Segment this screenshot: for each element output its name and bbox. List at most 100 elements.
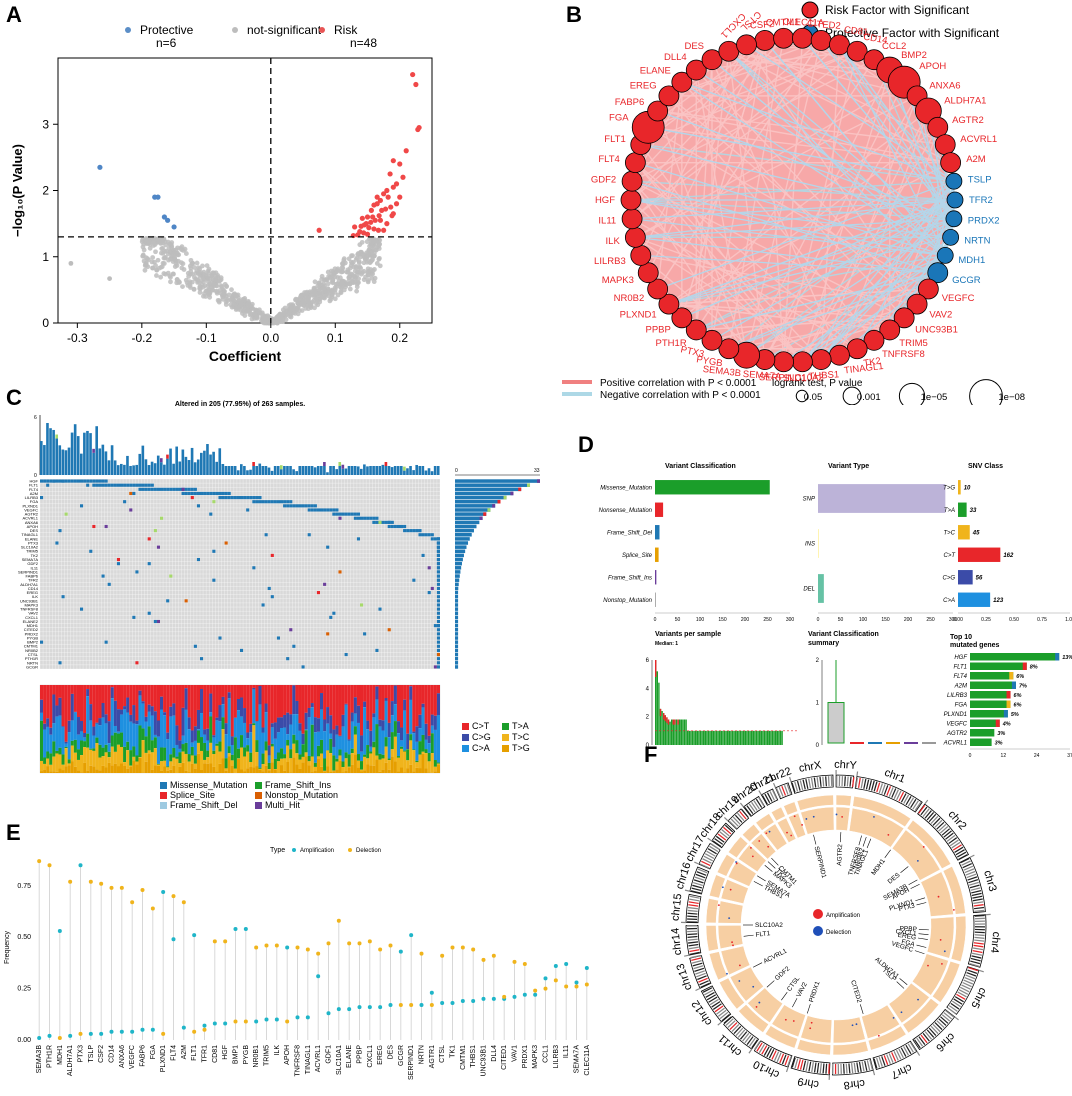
snv-segment: [80, 685, 84, 722]
snv-segment: [381, 730, 385, 755]
snv-segment: [347, 766, 351, 768]
vps-bar: [696, 730, 698, 745]
band: [761, 795, 768, 805]
bar-label: C>T: [943, 553, 956, 559]
snv-segment: [280, 728, 284, 749]
x-tick-label: -0.1: [196, 331, 217, 345]
node-mdh1: [936, 247, 954, 264]
gene-label: ELANE2: [23, 619, 39, 624]
band: [898, 791, 905, 802]
mutation-cell: [190, 487, 194, 491]
snv-segment: [227, 753, 231, 757]
snv-segment: [40, 760, 44, 772]
x-tick-label: ANXA6: [119, 1045, 126, 1068]
top-bar: [403, 470, 406, 475]
snv-segment: [55, 705, 59, 717]
snv-segment: [415, 762, 419, 768]
vps-bar: [722, 730, 724, 745]
snv-segment: [218, 721, 222, 742]
top-bar: [304, 466, 308, 475]
cnv-dot: [916, 859, 919, 862]
snv-legend-label: T>C: [512, 732, 530, 742]
band: [969, 963, 980, 968]
mutation-cell: [196, 504, 200, 508]
snv-segment: [301, 685, 305, 734]
band: [959, 986, 970, 993]
snv-segment: [49, 771, 53, 773]
node-ptx3: [701, 329, 723, 351]
node-ereg: [658, 85, 680, 107]
side-bar: [455, 553, 464, 558]
track-outer: [755, 813, 775, 831]
snv-segment: [150, 740, 154, 753]
chr-tick: [969, 854, 975, 858]
snv-segment: [246, 745, 250, 752]
mutation-cell: [58, 661, 62, 665]
mutation-cell: [332, 512, 336, 516]
snv-segment: [360, 771, 364, 773]
mutation-cell: [307, 508, 311, 512]
vps-bar: [712, 730, 714, 745]
snv-segment: [104, 744, 108, 753]
gene-link: [858, 835, 862, 846]
vps-bar: [675, 719, 678, 745]
mutation-cell: [433, 537, 437, 541]
snv-segment: [430, 725, 434, 734]
vps-bar: [754, 730, 756, 745]
chr-tick: [856, 771, 859, 777]
snv-segment: [436, 764, 440, 773]
snv-segment: [400, 740, 404, 747]
gene-label: FLT1: [755, 930, 771, 939]
gene-link: [859, 1004, 864, 1015]
mutation-cell: [433, 665, 437, 669]
band: [895, 1049, 902, 1060]
mutation-cell: [116, 562, 120, 566]
ns-point: [345, 267, 351, 273]
snv-segment: [350, 764, 354, 773]
edge-negative: [640, 254, 938, 274]
top10-pct: 4%: [1002, 722, 1011, 728]
band: [973, 944, 984, 948]
node-gdf2: [621, 170, 643, 192]
top-bar: [172, 463, 175, 475]
snv-segment: [270, 685, 274, 724]
snv-segment: [412, 771, 416, 773]
vps-bar: [711, 730, 713, 745]
node-label: FGA: [609, 112, 629, 123]
node-nrtn: [942, 228, 960, 246]
snv-segment: [387, 769, 391, 773]
snv-segment: [135, 685, 139, 721]
gene-link: [767, 861, 776, 869]
ns-point: [184, 280, 190, 286]
gene-label: SEMA7A: [22, 557, 39, 562]
snv-segment: [384, 700, 388, 738]
node-label: CSF2: [750, 19, 775, 32]
node-label: TRIM5: [899, 338, 928, 349]
risk-point: [381, 191, 387, 197]
snv-segment: [236, 685, 240, 700]
vps-bar: [779, 730, 782, 745]
x-tick-label: 1.00: [1065, 617, 1072, 623]
mutation-cell: [83, 479, 87, 483]
band: [930, 1025, 939, 1035]
mutation-cell: [292, 644, 296, 648]
band: [974, 926, 985, 928]
panel-label-a: A: [6, 2, 22, 27]
snv-segment: [64, 766, 68, 773]
track-outer: [796, 1039, 831, 1056]
risk-point: [371, 226, 377, 232]
band: [813, 777, 817, 788]
gene-label: VEGFC: [24, 507, 38, 512]
band: [881, 784, 886, 794]
ns-point: [358, 265, 364, 271]
legend-sub-0: n=6: [156, 36, 177, 50]
side-bar: [455, 648, 459, 653]
snv-segment: [261, 764, 265, 772]
mutation-cell: [323, 582, 327, 586]
mutation-cell: [160, 516, 164, 520]
snv-segment: [178, 752, 182, 764]
snv-segment: [126, 685, 130, 698]
amp-point: [202, 1023, 207, 1028]
mutation-cell: [101, 483, 105, 487]
top10-tick: 24: [1034, 753, 1040, 759]
